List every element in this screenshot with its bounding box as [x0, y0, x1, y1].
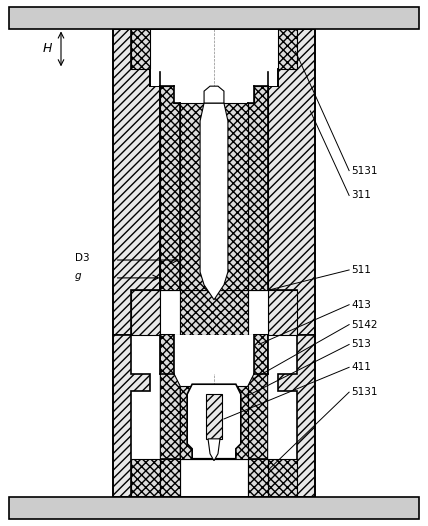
Polygon shape: [200, 103, 228, 300]
Polygon shape: [180, 103, 248, 290]
Bar: [9, 498, 419, 519]
Text: 411: 411: [351, 362, 371, 372]
Polygon shape: [160, 86, 180, 290]
Text: 511: 511: [351, 265, 371, 275]
Polygon shape: [268, 28, 315, 335]
Text: 5131: 5131: [351, 166, 377, 176]
Text: 5131: 5131: [351, 387, 377, 397]
Polygon shape: [180, 386, 248, 459]
Bar: [269, 69, 276, 86]
Polygon shape: [268, 459, 297, 498]
Bar: [160, 290, 180, 335]
Bar: [180, 459, 248, 498]
Bar: [160, 459, 180, 498]
Text: g: g: [75, 271, 81, 281]
Polygon shape: [268, 290, 297, 335]
Polygon shape: [131, 28, 150, 69]
Polygon shape: [187, 384, 241, 459]
Bar: [248, 459, 268, 498]
Bar: [9, 7, 419, 28]
Polygon shape: [278, 335, 315, 498]
Bar: [174, 86, 254, 103]
Polygon shape: [113, 28, 160, 335]
Bar: [152, 69, 159, 86]
Text: 311: 311: [351, 190, 371, 200]
Bar: [248, 290, 268, 335]
Polygon shape: [131, 459, 160, 498]
Text: 513: 513: [351, 339, 371, 349]
Polygon shape: [160, 335, 180, 459]
Text: H: H: [42, 43, 52, 55]
Polygon shape: [248, 335, 268, 459]
Polygon shape: [278, 28, 297, 69]
Polygon shape: [131, 290, 160, 335]
Polygon shape: [204, 86, 224, 103]
Text: D3: D3: [75, 253, 89, 263]
Text: 5142: 5142: [351, 320, 377, 330]
Polygon shape: [248, 86, 268, 290]
Bar: [206, 394, 222, 439]
Polygon shape: [180, 290, 248, 335]
Polygon shape: [113, 335, 150, 498]
Text: 413: 413: [351, 300, 371, 310]
Bar: [174, 335, 254, 375]
Polygon shape: [208, 439, 220, 461]
Bar: [180, 103, 248, 290]
